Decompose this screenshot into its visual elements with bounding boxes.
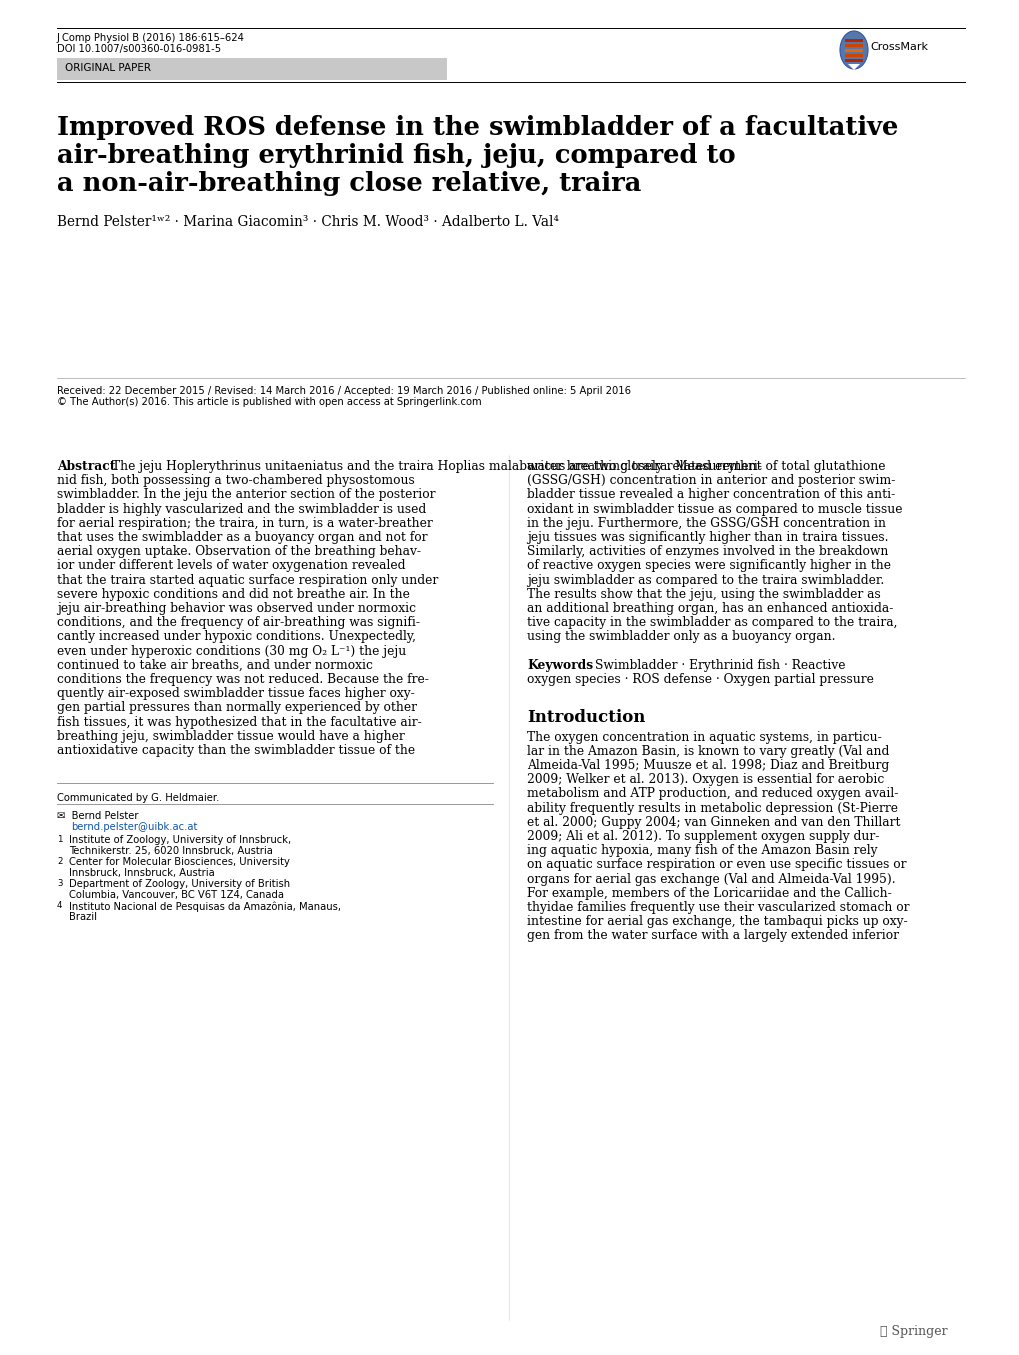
Text: oxygen species · ROS defense · Oxygen partial pressure: oxygen species · ROS defense · Oxygen pa…	[527, 673, 873, 686]
Text: swimbladder. In the jeju the anterior section of the posterior: swimbladder. In the jeju the anterior se…	[57, 488, 435, 501]
Bar	[844, 49, 862, 51]
Text: ability frequently results in metabolic depression (St-Pierre: ability frequently results in metabolic …	[527, 802, 897, 814]
Text: even under hyperoxic conditions (30 mg O₂ L⁻¹) the jeju: even under hyperoxic conditions (30 mg O…	[57, 645, 406, 657]
Text: 3: 3	[57, 879, 62, 888]
Text: ORIGINAL PAPER: ORIGINAL PAPER	[65, 62, 151, 73]
Text: © The Author(s) 2016. This article is published with open access at Springerlink: © The Author(s) 2016. This article is pu…	[57, 397, 481, 406]
Bar	[844, 58, 862, 62]
Text: Abstract: Abstract	[57, 459, 115, 473]
Text: conditions, and the frequency of air-breathing was signifi-: conditions, and the frequency of air-bre…	[57, 617, 420, 629]
Text: 4: 4	[57, 901, 62, 911]
Text: for aerial respiration; the traira, in turn, is a water-breather: for aerial respiration; the traira, in t…	[57, 516, 432, 530]
Text: For example, members of the Loricariidae and the Callich-: For example, members of the Loricariidae…	[527, 886, 891, 900]
Text: intestine for aerial gas exchange, the tambaqui picks up oxy-: intestine for aerial gas exchange, the t…	[527, 915, 907, 928]
Text: tive capacity in the swimbladder as compared to the traira,: tive capacity in the swimbladder as comp…	[527, 617, 897, 629]
Text: Similarly, activities of enzymes involved in the breakdown: Similarly, activities of enzymes involve…	[527, 545, 888, 558]
Text: ing aquatic hypoxia, many fish of the Amazon Basin rely: ing aquatic hypoxia, many fish of the Am…	[527, 844, 876, 858]
Text: bladder is highly vascularized and the swimbladder is used: bladder is highly vascularized and the s…	[57, 503, 426, 516]
Text: DOI 10.1007/s00360-016-0981-5: DOI 10.1007/s00360-016-0981-5	[57, 43, 221, 54]
Text: Department of Zoology, University of British: Department of Zoology, University of Bri…	[69, 879, 289, 889]
Text: et al. 2000; Guppy 2004; van Ginneken and van den Thillart: et al. 2000; Guppy 2004; van Ginneken an…	[527, 816, 900, 829]
Text: 2: 2	[57, 858, 62, 866]
Text: Communicated by G. Heldmaier.: Communicated by G. Heldmaier.	[57, 793, 219, 804]
Text: oxidant in swimbladder tissue as compared to muscle tissue: oxidant in swimbladder tissue as compare…	[527, 503, 902, 516]
Text: lar in the Amazon Basin, is known to vary greatly (Val and: lar in the Amazon Basin, is known to var…	[527, 745, 889, 757]
Text: severe hypoxic conditions and did not breathe air. In the: severe hypoxic conditions and did not br…	[57, 588, 410, 600]
Text: on aquatic surface respiration or even use specific tissues or: on aquatic surface respiration or even u…	[527, 858, 906, 871]
Text: Bernd Pelster¹ʷ² · Marina Giacomin³ · Chris M. Wood³ · Adalberto L. Val⁴: Bernd Pelster¹ʷ² · Marina Giacomin³ · Ch…	[57, 215, 558, 229]
Text: (GSSG/GSH) concentration in anterior and posterior swim-: (GSSG/GSH) concentration in anterior and…	[527, 474, 895, 488]
Text: Technikerstr. 25, 6020 Innsbruck, Austria: Technikerstr. 25, 6020 Innsbruck, Austri…	[69, 847, 273, 856]
Text: thyidae families frequently use their vascularized stomach or: thyidae families frequently use their va…	[527, 901, 909, 913]
Text: ior under different levels of water oxygenation revealed: ior under different levels of water oxyg…	[57, 560, 406, 572]
Text: CrossMark: CrossMark	[869, 42, 927, 51]
Text: air-breathing erythrinid ﬁsh, jeju, compared to: air-breathing erythrinid ﬁsh, jeju, comp…	[57, 144, 735, 168]
Text: Brazil: Brazil	[69, 912, 97, 923]
Polygon shape	[847, 64, 859, 70]
Text: ✉  Bernd Pelster: ✉ Bernd Pelster	[57, 812, 139, 821]
Text: conditions the frequency was not reduced. Because the fre-: conditions the frequency was not reduced…	[57, 673, 428, 686]
Bar	[844, 43, 862, 47]
Text: Instituto Nacional de Pesquisas da Amazônia, Manaus,: Instituto Nacional de Pesquisas da Amazô…	[69, 901, 340, 912]
Text: organs for aerial gas exchange (Val and Almeida-Val 1995).: organs for aerial gas exchange (Val and …	[527, 873, 895, 886]
Text: nid fish, both possessing a two-chambered physostomous: nid fish, both possessing a two-chambere…	[57, 474, 415, 488]
Text: in the jeju. Furthermore, the GSSG/GSH concentration in: in the jeju. Furthermore, the GSSG/GSH c…	[527, 516, 886, 530]
Text: jeju tissues was significantly higher than in traira tissues.: jeju tissues was significantly higher th…	[527, 531, 888, 543]
Text: that uses the swimbladder as a buoyancy organ and not for: that uses the swimbladder as a buoyancy …	[57, 531, 427, 543]
Text: Almeida-Val 1995; Muusze et al. 1998; Diaz and Breitburg: Almeida-Val 1995; Muusze et al. 1998; Di…	[527, 759, 889, 772]
Text: Innsbruck, Innsbruck, Austria: Innsbruck, Innsbruck, Austria	[69, 869, 215, 878]
Text: Swimbladder · Erythrinid fish · Reactive: Swimbladder · Erythrinid fish · Reactive	[594, 659, 845, 672]
Bar	[844, 38, 862, 42]
Text: ℓ Springer: ℓ Springer	[879, 1325, 947, 1337]
Text: Keywords: Keywords	[527, 659, 592, 672]
Bar	[844, 53, 862, 57]
Text: an additional breathing organ, has an enhanced antioxida-: an additional breathing organ, has an en…	[527, 602, 893, 615]
Text: fish tissues, it was hypothesized that in the facultative air-: fish tissues, it was hypothesized that i…	[57, 715, 421, 729]
Text: cantly increased under hypoxic conditions. Unexpectedly,: cantly increased under hypoxic condition…	[57, 630, 416, 644]
Ellipse shape	[840, 31, 867, 69]
Text: gen from the water surface with a largely extended inferior: gen from the water surface with a largel…	[527, 930, 898, 942]
FancyBboxPatch shape	[57, 58, 446, 80]
Text: antioxidative capacity than the swimbladder tissue of the: antioxidative capacity than the swimblad…	[57, 744, 415, 757]
Text: aerial oxygen uptake. Observation of the breathing behav-: aerial oxygen uptake. Observation of the…	[57, 545, 421, 558]
Text: a non-air-breathing close relative, traira: a non-air-breathing close relative, trai…	[57, 171, 641, 196]
Text: 2009; Welker et al. 2013). Oxygen is essential for aerobic: 2009; Welker et al. 2013). Oxygen is ess…	[527, 774, 883, 786]
Text: 1: 1	[57, 835, 62, 844]
Text: Columbia, Vancouver, BC V6T 1Z4, Canada: Columbia, Vancouver, BC V6T 1Z4, Canada	[69, 890, 283, 900]
Text: Introduction: Introduction	[527, 709, 645, 725]
Text: J Comp Physiol B (2016) 186:615–624: J Comp Physiol B (2016) 186:615–624	[57, 33, 245, 43]
Text: metabolism and ATP production, and reduced oxygen avail-: metabolism and ATP production, and reduc…	[527, 787, 898, 801]
Text: The oxygen concentration in aquatic systems, in particu-: The oxygen concentration in aquatic syst…	[527, 730, 880, 744]
Text: of reactive oxygen species were significantly higher in the: of reactive oxygen species were signific…	[527, 560, 891, 572]
Text: jeju swimbladder as compared to the traira swimbladder.: jeju swimbladder as compared to the trai…	[527, 573, 883, 587]
Text: using the swimbladder only as a buoyancy organ.: using the swimbladder only as a buoyancy…	[527, 630, 835, 644]
Text: The jeju Hoplerythrinus unitaeniatus and the traira Hoplias malabaricus are two : The jeju Hoplerythrinus unitaeniatus and…	[112, 459, 761, 473]
Text: continued to take air breaths, and under normoxic: continued to take air breaths, and under…	[57, 659, 373, 672]
Text: breathing jeju, swimbladder tissue would have a higher: breathing jeju, swimbladder tissue would…	[57, 730, 405, 743]
Text: Institute of Zoology, University of Innsbruck,: Institute of Zoology, University of Inns…	[69, 835, 290, 846]
Text: quently air-exposed swimbladder tissue faces higher oxy-: quently air-exposed swimbladder tissue f…	[57, 687, 415, 701]
Text: Center for Molecular Biosciences, University: Center for Molecular Biosciences, Univer…	[69, 858, 289, 867]
Text: jeju air-breathing behavior was observed under normoxic: jeju air-breathing behavior was observed…	[57, 602, 416, 615]
Text: bernd.pelster@uibk.ac.at: bernd.pelster@uibk.ac.at	[71, 822, 198, 832]
Text: 2009; Ali et al. 2012). To supplement oxygen supply dur-: 2009; Ali et al. 2012). To supplement ox…	[527, 829, 878, 843]
Text: water breathing traira. Measurement of total glutathione: water breathing traira. Measurement of t…	[527, 459, 884, 473]
Text: Received: 22 December 2015 / Revised: 14 March 2016 / Accepted: 19 March 2016 / : Received: 22 December 2015 / Revised: 14…	[57, 386, 631, 396]
Text: that the traira started aquatic surface respiration only under: that the traira started aquatic surface …	[57, 573, 438, 587]
Text: The results show that the jeju, using the swimbladder as: The results show that the jeju, using th…	[527, 588, 879, 600]
Text: gen partial pressures than normally experienced by other: gen partial pressures than normally expe…	[57, 702, 417, 714]
Text: bladder tissue revealed a higher concentration of this anti-: bladder tissue revealed a higher concent…	[527, 488, 895, 501]
Text: Improved ROS defense in the swimbladder of a facultative: Improved ROS defense in the swimbladder …	[57, 115, 898, 140]
